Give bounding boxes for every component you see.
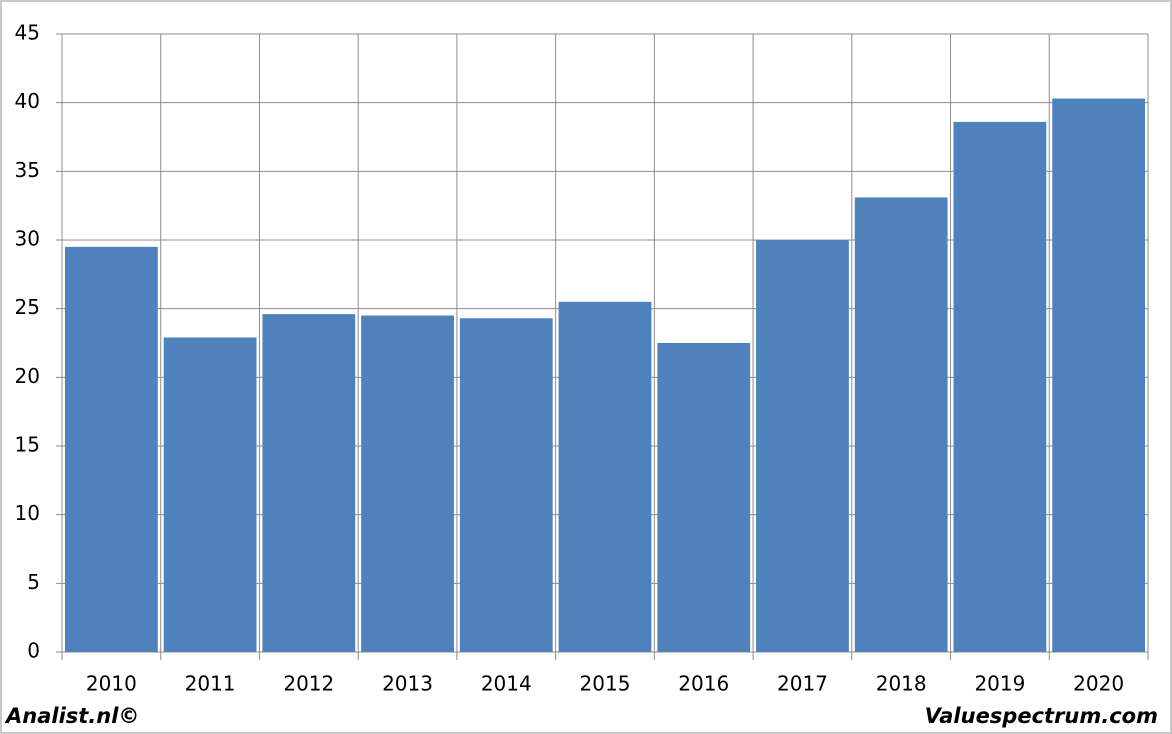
y-tick-label: 25 (15, 295, 40, 319)
x-tick-label: 2011 (185, 672, 236, 696)
bar (1052, 98, 1146, 652)
bar (558, 301, 652, 652)
y-tick-label: 5 (27, 570, 40, 594)
x-tick-label: 2014 (481, 672, 532, 696)
y-tick-label: 0 (27, 639, 40, 663)
bar (64, 246, 158, 652)
y-tick-label: 40 (15, 89, 40, 113)
x-tick-label: 2018 (876, 672, 927, 696)
x-tick-label: 2017 (777, 672, 828, 696)
source-right: Valuespectrum.com (925, 704, 1158, 728)
x-tick-label: 2019 (974, 672, 1025, 696)
x-tick-label: 2015 (580, 672, 631, 696)
x-tick-label: 2016 (678, 672, 729, 696)
source-left: Analist.nl© (4, 704, 139, 728)
y-tick-label: 45 (15, 21, 40, 45)
bar (262, 314, 356, 652)
y-tick-label: 15 (15, 433, 40, 457)
bar (459, 318, 553, 652)
x-tick-label: 2010 (86, 672, 137, 696)
bar (756, 240, 849, 652)
y-tick-label: 10 (15, 501, 40, 525)
bar (854, 197, 948, 652)
x-tick-label: 2020 (1073, 672, 1124, 696)
x-tick-label: 2012 (283, 672, 334, 696)
bar (361, 315, 454, 652)
y-tick-label: 20 (15, 364, 40, 388)
y-tick-label: 30 (15, 227, 40, 251)
bar (163, 337, 257, 652)
y-tick-label: 35 (15, 158, 40, 182)
x-tick-label: 2013 (382, 672, 433, 696)
bar (657, 343, 751, 652)
bar (953, 121, 1047, 653)
